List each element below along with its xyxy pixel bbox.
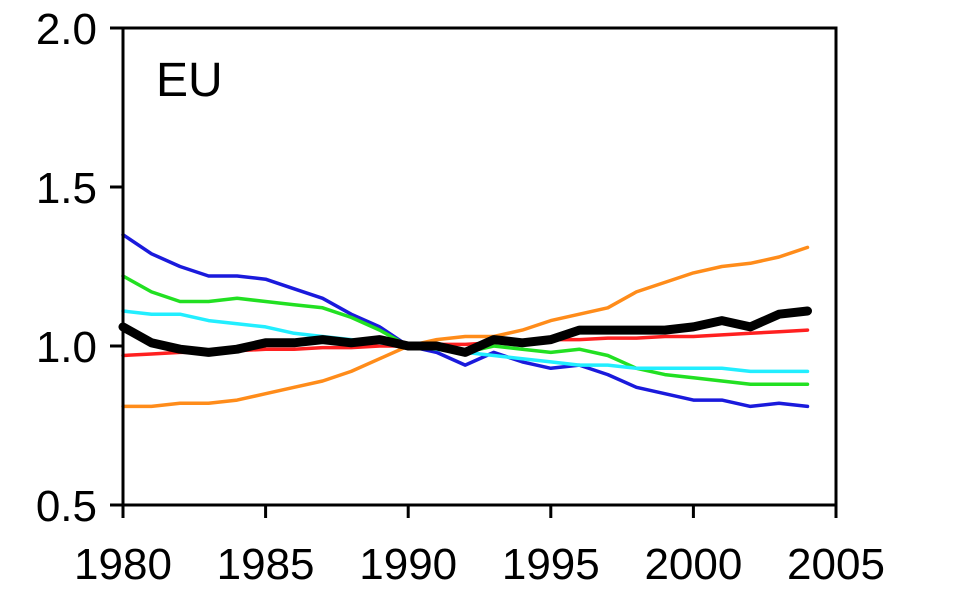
x-axis-ticks: 1980 1985 1990 1995 2000 2005 <box>74 505 885 589</box>
series-layer <box>118 232 812 409</box>
y-tick-label: 2.0 <box>36 5 97 54</box>
y-axis-ticks: 0.5 1.0 1.5 2.0 <box>36 5 123 531</box>
plot-area-frame <box>121 26 838 507</box>
panel-annotation: EU <box>156 54 223 107</box>
y-tick-label: 1.0 <box>36 323 97 372</box>
series-line-1 <box>121 245 810 409</box>
x-tick-label: 2000 <box>644 540 742 589</box>
x-tick-label: 1990 <box>359 540 457 589</box>
series-line-3 <box>121 232 810 409</box>
series-line-6 <box>118 306 812 357</box>
x-tick-label: 1995 <box>502 540 600 589</box>
x-tick-label: 1980 <box>74 540 172 589</box>
y-tick-label: 1.5 <box>36 164 97 213</box>
y-tick-label: 0.5 <box>36 482 97 531</box>
x-tick-label: 1985 <box>217 540 315 589</box>
x-tick-label: 2005 <box>787 540 885 589</box>
